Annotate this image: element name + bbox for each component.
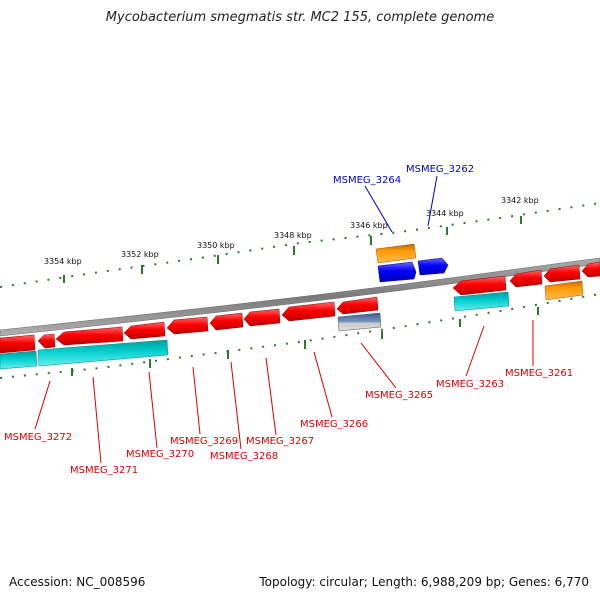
scale-tick-label: 3352 kbp [121,250,159,259]
genome-stats-text: Topology: circular; Length: 6,988,209 bp… [259,575,589,589]
gene-arrow-msmeg-3262[interactable] [417,257,449,276]
leader-line [313,351,333,418]
gene-arrow-msmeg-3263[interactable] [452,275,507,296]
gene-label-msmeg-3264[interactable]: MSMEG_3264 [333,175,401,186]
scale-tick-label: 3350 kbp [197,241,235,250]
genome-backbone [0,257,600,337]
gene-label-msmeg-3271[interactable]: MSMEG_3271 [70,465,138,476]
leader-line [364,185,393,233]
gene-arrow-msmeg-3267[interactable] [209,312,244,331]
leader-line [192,366,201,435]
gene-arrow-unlabeled[interactable] [543,264,581,283]
steel-feature[interactable] [337,312,382,332]
leader-line [230,361,242,450]
orange-feature[interactable] [544,280,584,301]
gene-label-msmeg-3272[interactable]: MSMEG_3272 [4,432,72,443]
gene-arrow-msmeg-3264[interactable] [377,261,417,283]
gene-label-msmeg-3267[interactable]: MSMEG_3267 [246,436,314,447]
label-leader-lines [34,175,534,464]
major-tick [71,307,539,376]
leader-line [265,357,277,436]
teal-feature[interactable] [0,350,38,370]
scale-tick-label: 3346 kbp [350,221,388,230]
gene-arrow-msmeg-3272[interactable] [0,334,36,354]
gene-label-msmeg-3265[interactable]: MSMEG_3265 [365,390,433,401]
major-tick [63,216,522,283]
reverse-gene-track [0,261,600,354]
leader-line [360,342,397,389]
scale-tick-label: 3344 kbp [426,209,464,218]
gene-label-msmeg-3261[interactable]: MSMEG_3261 [505,368,573,379]
orange-feature[interactable] [375,243,417,264]
gene-arrow-edge[interactable] [581,261,600,278]
gene-label-msmeg-3262[interactable]: MSMEG_3262 [406,164,474,175]
gene-label-msmeg-3269[interactable]: MSMEG_3269 [170,436,238,447]
leader-line [92,376,102,464]
accession-text: Accession: NC_008596 [9,575,146,589]
inner-tick-ring [0,293,600,379]
gene-arrow-msmeg-3271[interactable] [37,333,56,349]
teal-feature[interactable] [37,339,169,367]
leader-line [148,371,158,449]
gene-arrow-msmeg-3265[interactable] [281,301,336,322]
gene-arrow-msmeg-3270[interactable] [55,326,124,346]
reverse-feature-track [0,280,584,370]
leader-line [427,175,438,227]
teal-feature[interactable] [453,291,510,312]
map-title: Mycobacterium smegmatis str. MC2 155, co… [105,10,495,25]
gene-arrow-msmeg-3269[interactable] [123,321,166,340]
gene-label-msmeg-3268[interactable]: MSMEG_3268 [210,451,278,462]
gene-arrow-msmeg-3261[interactable] [509,269,543,288]
forward-feature-track [375,243,449,283]
gene-labels: MSMEG_3264 MSMEG_3262 MSMEG_3261 MSMEG_3… [4,164,573,476]
gene-label-msmeg-3263[interactable]: MSMEG_3263 [436,379,504,390]
gene-label-msmeg-3270[interactable]: MSMEG_3270 [126,449,194,460]
gene-arrow-msmeg-3266[interactable] [243,308,281,327]
scale-tick-label: 3354 kbp [44,257,82,266]
scale-labels: 3354 kbp 3352 kbp 3350 kbp 3348 kbp 3346… [44,196,539,266]
gene-label-msmeg-3266[interactable]: MSMEG_3266 [300,419,368,430]
gene-arrow-msmeg-3268[interactable] [166,316,209,335]
outer-tick-ring [0,202,600,288]
scale-tick-label: 3348 kbp [274,231,312,240]
leader-line [34,380,51,430]
scale-tick-label: 3342 kbp [501,196,539,205]
gene-arrow-small[interactable] [336,296,379,315]
leader-line [465,325,485,377]
